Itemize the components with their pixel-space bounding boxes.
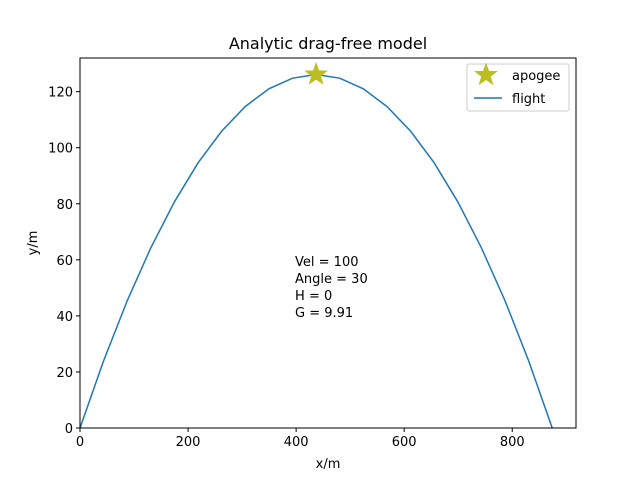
x-tick-label: 600 bbox=[392, 435, 417, 450]
annotation-line: H = 0 bbox=[295, 289, 332, 304]
legend-apogee-swatch bbox=[474, 62, 498, 86]
annotation-line: G = 9.91 bbox=[295, 306, 353, 321]
legend-label-apogee: apogee bbox=[512, 69, 560, 84]
parameter-annotation: Vel = 100 Angle = 30 H = 0 G = 9.91 bbox=[295, 255, 368, 321]
chart-title: Analytic drag-free model bbox=[229, 34, 427, 53]
x-tick-label: 400 bbox=[284, 435, 309, 450]
x-tick-label: 200 bbox=[176, 435, 201, 450]
annotation-line: Vel = 100 bbox=[295, 255, 358, 270]
x-tick-label: 800 bbox=[500, 435, 525, 450]
legend: apogee flight bbox=[466, 62, 570, 112]
plot-area bbox=[79, 62, 553, 429]
legend-label-flight: flight bbox=[512, 92, 545, 107]
legend-box bbox=[466, 63, 570, 112]
y-axis: 0 20 40 60 80 100 120 bbox=[48, 86, 80, 437]
apogee-marker bbox=[304, 62, 328, 85]
y-axis-label: y/m bbox=[26, 231, 41, 256]
y-tick-label: 40 bbox=[56, 310, 73, 325]
series-line-flight bbox=[79, 73, 553, 429]
y-tick-label: 100 bbox=[48, 142, 73, 157]
x-axis: 0 200 400 600 800 bbox=[76, 428, 525, 450]
axes-frame bbox=[79, 57, 577, 429]
x-axis-label: x/m bbox=[316, 457, 341, 472]
y-tick-label: 120 bbox=[48, 86, 73, 101]
y-tick-label: 80 bbox=[56, 198, 73, 213]
y-tick-label: 0 bbox=[65, 422, 73, 437]
y-tick-label: 60 bbox=[56, 254, 73, 269]
x-tick-label: 0 bbox=[76, 435, 84, 450]
annotation-line: Angle = 30 bbox=[295, 272, 368, 287]
y-tick-label: 20 bbox=[56, 366, 73, 381]
